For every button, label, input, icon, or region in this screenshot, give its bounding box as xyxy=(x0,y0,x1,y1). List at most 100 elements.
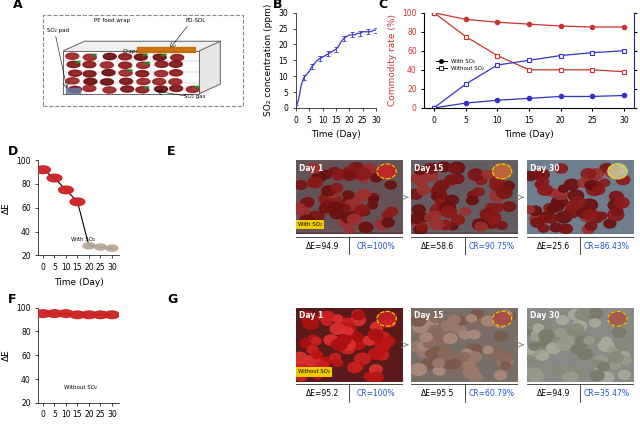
Ellipse shape xyxy=(467,344,482,356)
Text: ΔE=94.9: ΔE=94.9 xyxy=(306,242,339,251)
Ellipse shape xyxy=(118,62,132,68)
Ellipse shape xyxy=(584,337,594,344)
Ellipse shape xyxy=(351,206,365,217)
Y-axis label: Commodity rate (%): Commodity rate (%) xyxy=(388,14,397,106)
Ellipse shape xyxy=(445,175,456,184)
Ellipse shape xyxy=(169,79,182,85)
Ellipse shape xyxy=(352,340,365,350)
Ellipse shape xyxy=(616,175,630,184)
Ellipse shape xyxy=(439,220,451,229)
Ellipse shape xyxy=(531,322,543,331)
Text: PE food wrap: PE food wrap xyxy=(93,18,130,23)
Ellipse shape xyxy=(500,362,511,369)
Ellipse shape xyxy=(616,340,630,350)
Ellipse shape xyxy=(436,192,447,199)
Circle shape xyxy=(82,311,96,318)
Y-axis label: SO₂ concentration (ppm): SO₂ concentration (ppm) xyxy=(264,4,273,117)
Text: CR=100%: CR=100% xyxy=(356,242,396,251)
Text: Day 1: Day 1 xyxy=(299,164,323,173)
Ellipse shape xyxy=(448,315,460,324)
Ellipse shape xyxy=(312,172,326,182)
Ellipse shape xyxy=(583,209,598,220)
Ellipse shape xyxy=(608,200,623,211)
Ellipse shape xyxy=(598,363,609,371)
Ellipse shape xyxy=(444,360,456,369)
Ellipse shape xyxy=(559,224,572,234)
Ellipse shape xyxy=(468,330,480,339)
Ellipse shape xyxy=(371,322,383,331)
Ellipse shape xyxy=(536,351,548,360)
Ellipse shape xyxy=(299,210,314,221)
Ellipse shape xyxy=(136,87,148,93)
Ellipse shape xyxy=(363,165,374,173)
Ellipse shape xyxy=(435,198,447,206)
Text: CR=86.43%: CR=86.43% xyxy=(584,242,630,251)
Ellipse shape xyxy=(321,170,332,179)
Ellipse shape xyxy=(340,339,355,350)
Ellipse shape xyxy=(119,70,132,76)
Ellipse shape xyxy=(291,204,305,214)
Ellipse shape xyxy=(556,212,572,223)
Ellipse shape xyxy=(330,196,341,204)
Ellipse shape xyxy=(376,343,388,353)
Ellipse shape xyxy=(435,208,444,215)
Ellipse shape xyxy=(463,366,479,378)
Ellipse shape xyxy=(308,177,323,188)
Ellipse shape xyxy=(524,327,536,336)
Ellipse shape xyxy=(488,215,500,223)
Text: Without SO₂: Without SO₂ xyxy=(63,385,97,390)
Ellipse shape xyxy=(593,360,604,368)
Ellipse shape xyxy=(538,178,548,186)
Ellipse shape xyxy=(339,337,355,348)
Ellipse shape xyxy=(475,222,487,231)
Ellipse shape xyxy=(375,219,390,230)
Ellipse shape xyxy=(569,369,583,379)
Ellipse shape xyxy=(67,61,80,67)
Ellipse shape xyxy=(419,333,431,341)
Ellipse shape xyxy=(430,205,444,215)
Ellipse shape xyxy=(332,172,344,180)
Ellipse shape xyxy=(118,53,132,60)
Ellipse shape xyxy=(153,78,166,85)
Ellipse shape xyxy=(563,374,574,382)
Ellipse shape xyxy=(503,202,516,211)
Ellipse shape xyxy=(452,215,465,224)
Ellipse shape xyxy=(531,218,543,227)
Ellipse shape xyxy=(332,339,347,350)
Ellipse shape xyxy=(608,352,623,363)
Ellipse shape xyxy=(430,211,441,219)
Ellipse shape xyxy=(597,212,607,219)
Ellipse shape xyxy=(556,340,571,350)
Ellipse shape xyxy=(490,180,503,190)
Ellipse shape xyxy=(539,335,552,343)
Ellipse shape xyxy=(445,176,457,185)
Text: SO₂ pad: SO₂ pad xyxy=(47,28,69,33)
Ellipse shape xyxy=(538,337,552,347)
Ellipse shape xyxy=(451,174,464,184)
Ellipse shape xyxy=(534,169,549,180)
Ellipse shape xyxy=(411,364,427,375)
Ellipse shape xyxy=(577,348,593,360)
Circle shape xyxy=(59,310,74,318)
Ellipse shape xyxy=(555,164,568,173)
Ellipse shape xyxy=(340,343,355,354)
Ellipse shape xyxy=(598,340,614,351)
Ellipse shape xyxy=(480,209,494,219)
Ellipse shape xyxy=(469,315,481,324)
Ellipse shape xyxy=(312,338,321,345)
Ellipse shape xyxy=(354,363,364,370)
Ellipse shape xyxy=(356,167,367,175)
Text: With SO₂: With SO₂ xyxy=(298,222,322,227)
Ellipse shape xyxy=(609,165,620,173)
Ellipse shape xyxy=(102,70,115,76)
Ellipse shape xyxy=(566,201,580,211)
Ellipse shape xyxy=(494,371,506,380)
Ellipse shape xyxy=(435,180,449,190)
Ellipse shape xyxy=(295,181,307,190)
Ellipse shape xyxy=(308,179,319,187)
Ellipse shape xyxy=(84,78,97,84)
Ellipse shape xyxy=(559,185,568,192)
Ellipse shape xyxy=(453,355,465,363)
Ellipse shape xyxy=(312,351,322,358)
Ellipse shape xyxy=(100,79,113,85)
